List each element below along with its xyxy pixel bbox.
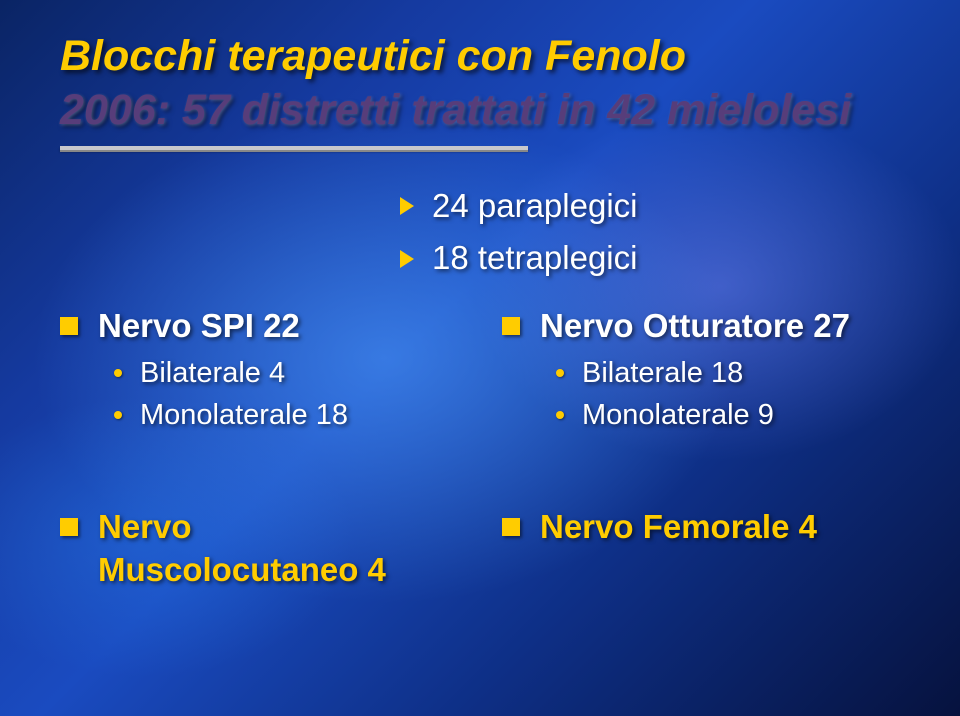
- bullet-text: Nervo Muscolocutaneo 4: [98, 506, 386, 592]
- square-bullet-icon: [60, 518, 78, 536]
- sub-text: Monolaterale 18: [140, 394, 348, 436]
- square-bullet-icon: [502, 518, 520, 536]
- columns: Nervo SPI 22 Bilaterale 4 Monolaterale 1…: [60, 305, 910, 596]
- bullet-text: Nervo Otturatore 27: [540, 305, 850, 348]
- right-column: Nervo Otturatore 27 Bilaterale 18 Monola…: [502, 305, 910, 596]
- bullet-nervo-otturatore: Nervo Otturatore 27: [502, 305, 910, 348]
- dot-bullet-icon: [556, 369, 564, 377]
- chevron-icon: [400, 197, 414, 215]
- bullet-text: Nervo SPI 22: [98, 305, 300, 348]
- square-bullet-icon: [502, 317, 520, 335]
- sub-bullet: Bilaterale 18: [556, 352, 910, 394]
- bullet-nervo-muscolocutaneo: Nervo Muscolocutaneo 4: [60, 506, 468, 592]
- title-rule: [60, 146, 528, 150]
- chevron-icon: [400, 250, 414, 268]
- bullet-text: Nervo Femorale 4: [540, 506, 817, 549]
- sub-text: Bilaterale 18: [582, 352, 743, 394]
- dot-bullet-icon: [556, 411, 564, 419]
- dot-bullet-icon: [114, 411, 122, 419]
- bullet-text-line2: Muscolocutaneo 4: [98, 551, 386, 588]
- slide-title: Blocchi terapeutici con Fenolo 2006: 57 …: [60, 30, 910, 138]
- title-line-2: 2006: 57 distretti trattati in 42 mielol…: [60, 84, 910, 138]
- summary-text: 18 tetraplegici: [432, 232, 637, 285]
- sub-text: Bilaterale 4: [140, 352, 285, 394]
- bullet-text-line1: Nervo: [98, 508, 192, 545]
- sub-bullet: Monolaterale 18: [114, 394, 468, 436]
- dot-bullet-icon: [114, 369, 122, 377]
- summary-item: 18 tetraplegici: [400, 232, 910, 285]
- sub-bullet: Monolaterale 9: [556, 394, 910, 436]
- slide: Blocchi terapeutici con Fenolo 2006: 57 …: [0, 0, 960, 716]
- square-bullet-icon: [60, 317, 78, 335]
- sub-text: Monolaterale 9: [582, 394, 774, 436]
- bullet-nervo-spi: Nervo SPI 22: [60, 305, 468, 348]
- sub-bullet: Bilaterale 4: [114, 352, 468, 394]
- title-line-1: Blocchi terapeutici con Fenolo: [60, 30, 910, 84]
- left-column: Nervo SPI 22 Bilaterale 4 Monolaterale 1…: [60, 305, 468, 596]
- summary-list: 24 paraplegici 18 tetraplegici: [400, 180, 910, 286]
- summary-text: 24 paraplegici: [432, 180, 637, 233]
- bullet-nervo-femorale: Nervo Femorale 4: [502, 506, 910, 549]
- summary-item: 24 paraplegici: [400, 180, 910, 233]
